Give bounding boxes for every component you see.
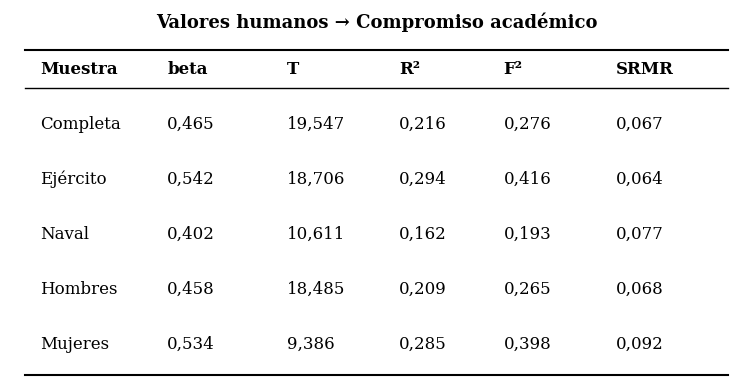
Text: SRMR: SRMR <box>616 61 673 78</box>
Text: 0,542: 0,542 <box>167 171 215 188</box>
Text: 18,706: 18,706 <box>287 171 345 188</box>
Text: 19,547: 19,547 <box>287 116 345 133</box>
Text: Mujeres: Mujeres <box>40 336 109 353</box>
Text: 0,276: 0,276 <box>504 116 551 133</box>
Text: 0,416: 0,416 <box>504 171 551 188</box>
Text: 0,534: 0,534 <box>167 336 215 353</box>
Text: Ejército: Ejército <box>40 171 107 188</box>
Text: 0,465: 0,465 <box>167 116 215 133</box>
Text: Valores humanos → Compromiso académico: Valores humanos → Compromiso académico <box>156 12 597 32</box>
Text: 0,458: 0,458 <box>167 281 215 298</box>
Text: Naval: Naval <box>40 226 89 243</box>
Text: 0,285: 0,285 <box>399 336 447 353</box>
Text: 0,068: 0,068 <box>616 281 663 298</box>
Text: Muestra: Muestra <box>40 61 117 78</box>
Text: F²: F² <box>504 61 523 78</box>
Text: 0,265: 0,265 <box>504 281 551 298</box>
Text: 0,077: 0,077 <box>616 226 663 243</box>
Text: 9,386: 9,386 <box>287 336 334 353</box>
Text: 18,485: 18,485 <box>287 281 345 298</box>
Text: Hombres: Hombres <box>40 281 117 298</box>
Text: T: T <box>287 61 299 78</box>
Text: 0,294: 0,294 <box>399 171 447 188</box>
Text: R²: R² <box>399 61 420 78</box>
Text: 10,611: 10,611 <box>287 226 345 243</box>
Text: 0,067: 0,067 <box>616 116 663 133</box>
Text: 0,064: 0,064 <box>616 171 663 188</box>
Text: 0,193: 0,193 <box>504 226 551 243</box>
Text: 0,398: 0,398 <box>504 336 551 353</box>
Text: 0,092: 0,092 <box>616 336 663 353</box>
Text: Completa: Completa <box>40 116 121 133</box>
Text: 0,402: 0,402 <box>167 226 215 243</box>
Text: beta: beta <box>167 61 208 78</box>
Text: 0,162: 0,162 <box>399 226 447 243</box>
Text: 0,209: 0,209 <box>399 281 447 298</box>
Text: 0,216: 0,216 <box>399 116 447 133</box>
